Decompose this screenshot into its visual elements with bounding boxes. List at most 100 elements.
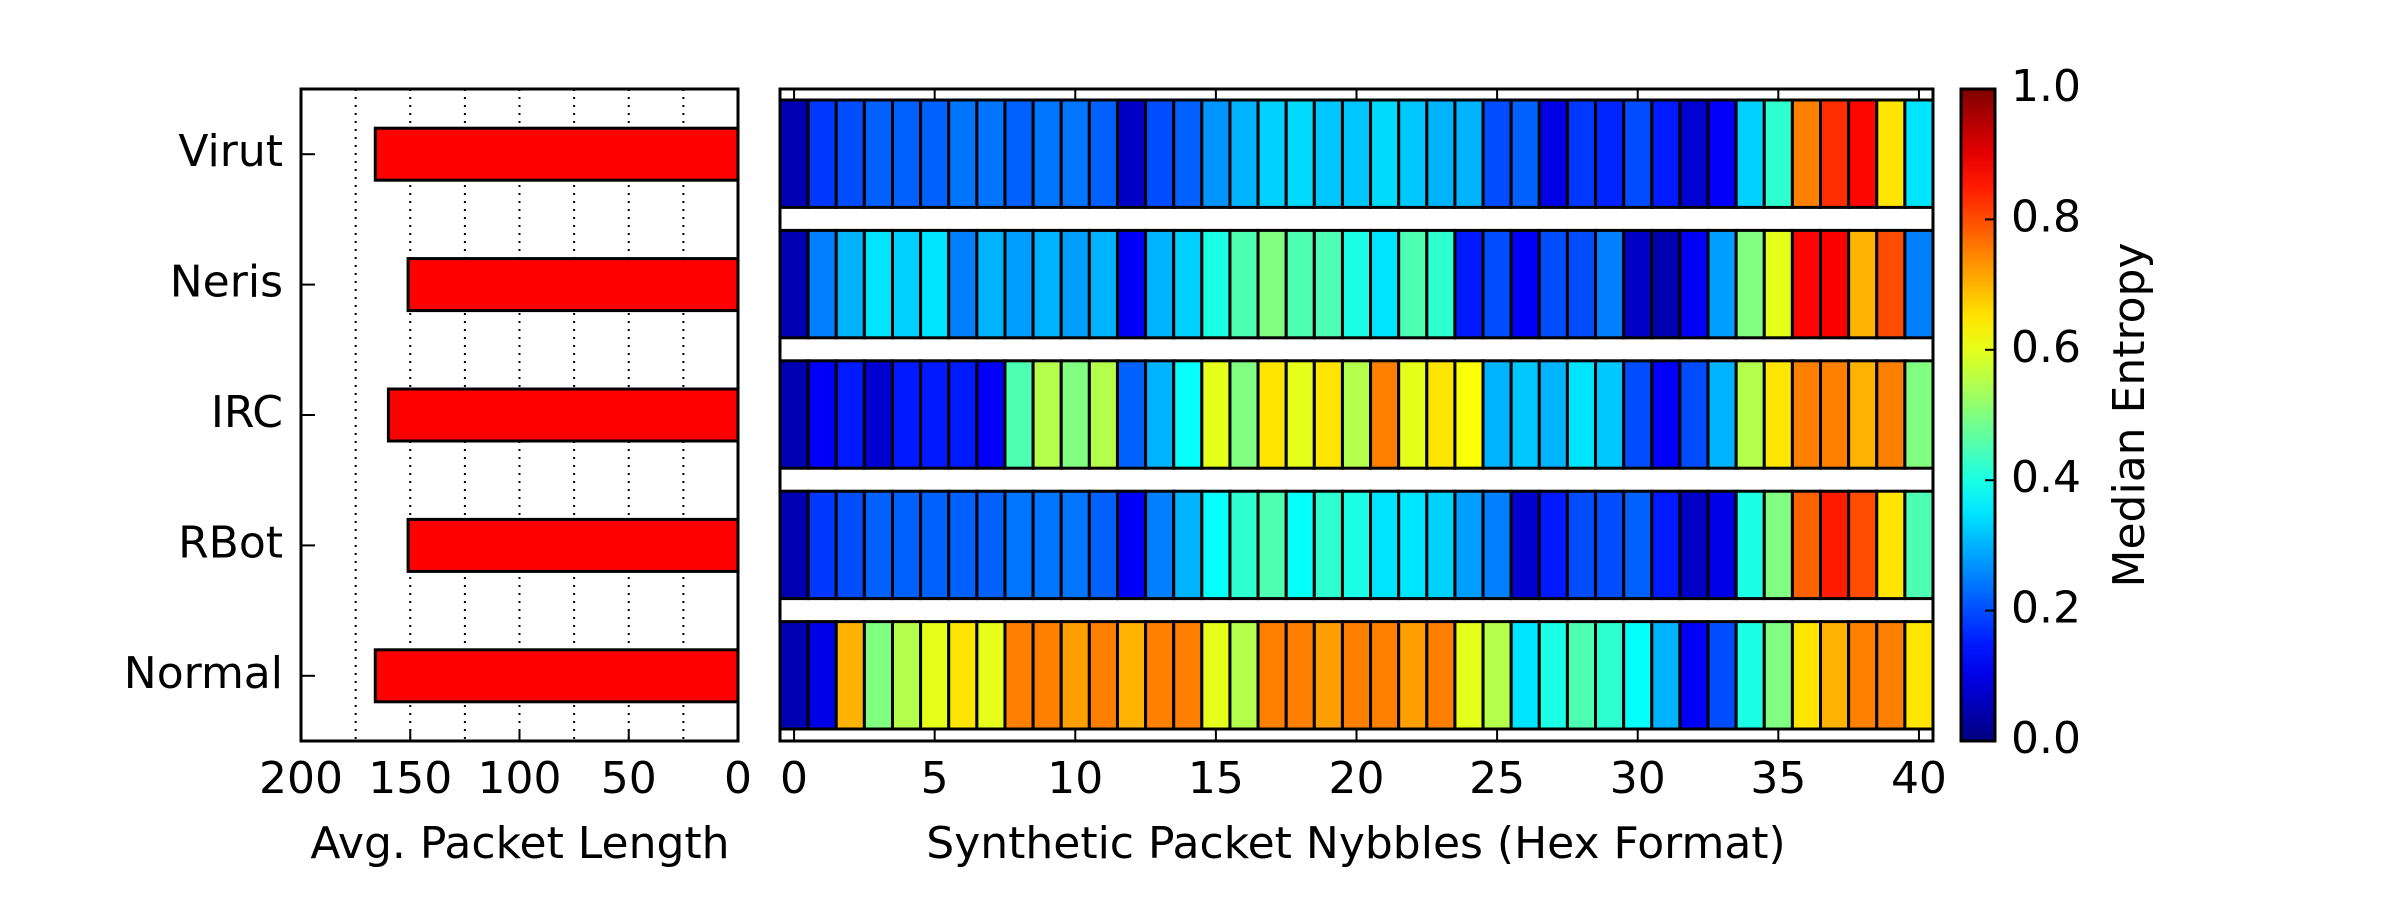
heatmap-cell [890,98,923,209]
heatmap-cell [1734,228,1766,340]
heatmap-cell [1087,359,1119,470]
heatmap-cell [947,620,979,731]
x-tick-label: 40 [1891,753,1947,804]
bar [406,257,740,313]
heatmap-cell [1790,98,1823,209]
heatmap-cell [1847,228,1879,340]
heatmap-cell [1762,489,1794,601]
heatmap-cell [1481,98,1513,209]
heatmap-cell [1228,620,1260,731]
heatmap-cell [1200,359,1232,470]
heatmap-cell [1425,359,1457,470]
heatmap-cell [890,620,923,731]
heatmap-cell [890,489,923,601]
heatmap-cell [862,359,894,470]
y-tick-label: Virut [178,126,283,177]
heatmap-cell [1228,98,1260,209]
heatmap-cell [919,489,951,601]
x-tick-label: 10 [1047,753,1103,804]
heatmap-cell [1059,228,1091,340]
heatmap-cell [1425,228,1457,340]
heatmap-cell [1031,228,1063,340]
heatmap-cell [1059,620,1091,731]
heatmap-cell [1115,620,1148,731]
heatmap-cell [1903,98,1935,209]
heatmap-cell [1312,359,1344,470]
heatmap-cell [947,489,979,601]
heatmap-cell [1256,359,1288,470]
heatmap-cell [1087,98,1119,209]
heatmap-cell [1903,228,1935,340]
heatmap-cell [1594,620,1626,731]
heatmap-cell [1003,228,1035,340]
heatmap-cell [1734,98,1766,209]
heatmap-cell [1734,489,1766,601]
heatmap-cell [1565,228,1598,340]
x-axis-label: Avg. Packet Length [310,818,729,869]
heatmap-cell [862,228,894,340]
heatmap-cell [1622,98,1654,209]
heatmap-cell [1453,489,1485,601]
heatmap-cell [1706,489,1738,601]
heatmap-cell [834,98,866,209]
heatmap-cell [1650,620,1682,731]
heatmap-cell [1762,228,1794,340]
heatmap-cell [1312,489,1344,601]
heatmap-cell [834,489,866,601]
heatmap-cell [1481,489,1513,601]
heatmap-cell [1650,489,1682,601]
heatmap-cell [1115,98,1148,209]
x-tick-label: 20 [1329,753,1385,804]
heatmap-cell [1340,620,1373,731]
heatmap-cell [1734,620,1766,731]
heatmap-cell [1734,359,1766,470]
colorbar-label: Median Entropy [2104,243,2155,588]
heatmap-cell [778,98,810,209]
heatmap-cell [1059,489,1091,601]
heatmap-cell [1172,98,1204,209]
heatmap-cell [1762,98,1794,209]
axes-frame [299,87,740,743]
heatmap-cell [1762,620,1794,731]
heatmap-cell [862,620,894,731]
heatmap-cell [1115,359,1148,470]
heatmap-cell [1087,620,1119,731]
heatmap-cell [1875,620,1907,731]
heatmap-cell [1875,98,1907,209]
x-tick-label: 25 [1469,753,1525,804]
bar [406,517,740,573]
heatmap-cell [1144,620,1176,731]
bar [386,387,740,443]
heatmap-cell [778,620,810,731]
colorbar [1959,87,1997,743]
x-tick-label: 100 [478,753,562,804]
heatmap-cell [1003,98,1035,209]
heatmap-cell [1453,98,1485,209]
heatmap-cell [862,489,894,601]
colorbar-tick-label: 1.0 [2011,61,2081,112]
heatmap-cell [1622,489,1654,601]
heatmap-cell [1762,359,1794,470]
heatmap-cell [806,489,838,601]
colorbar-tick-label: 0.6 [2011,322,2081,373]
heatmap-cell [1340,228,1373,340]
heatmap-cell [919,620,951,731]
heatmap-cell [1706,359,1738,470]
x-tick-label: 15 [1188,753,1244,804]
heatmap-cell [1369,228,1401,340]
heatmap-cell [1200,98,1232,209]
heatmap-cell [1594,489,1626,601]
heatmap-cell [1003,489,1035,601]
heatmap-cell [1397,359,1429,470]
heatmap-cell [1622,228,1654,340]
heatmap-cell [1650,359,1682,470]
heatmap-cell [1819,620,1851,731]
heatmap-cell [1200,228,1232,340]
y-tick-label: IRC [211,387,283,438]
heatmap-cell [1369,620,1401,731]
heatmap-cell [975,98,1007,209]
heatmap-cell [1481,228,1513,340]
heatmap-cell [1369,489,1401,601]
heatmap-cell [1144,228,1176,340]
